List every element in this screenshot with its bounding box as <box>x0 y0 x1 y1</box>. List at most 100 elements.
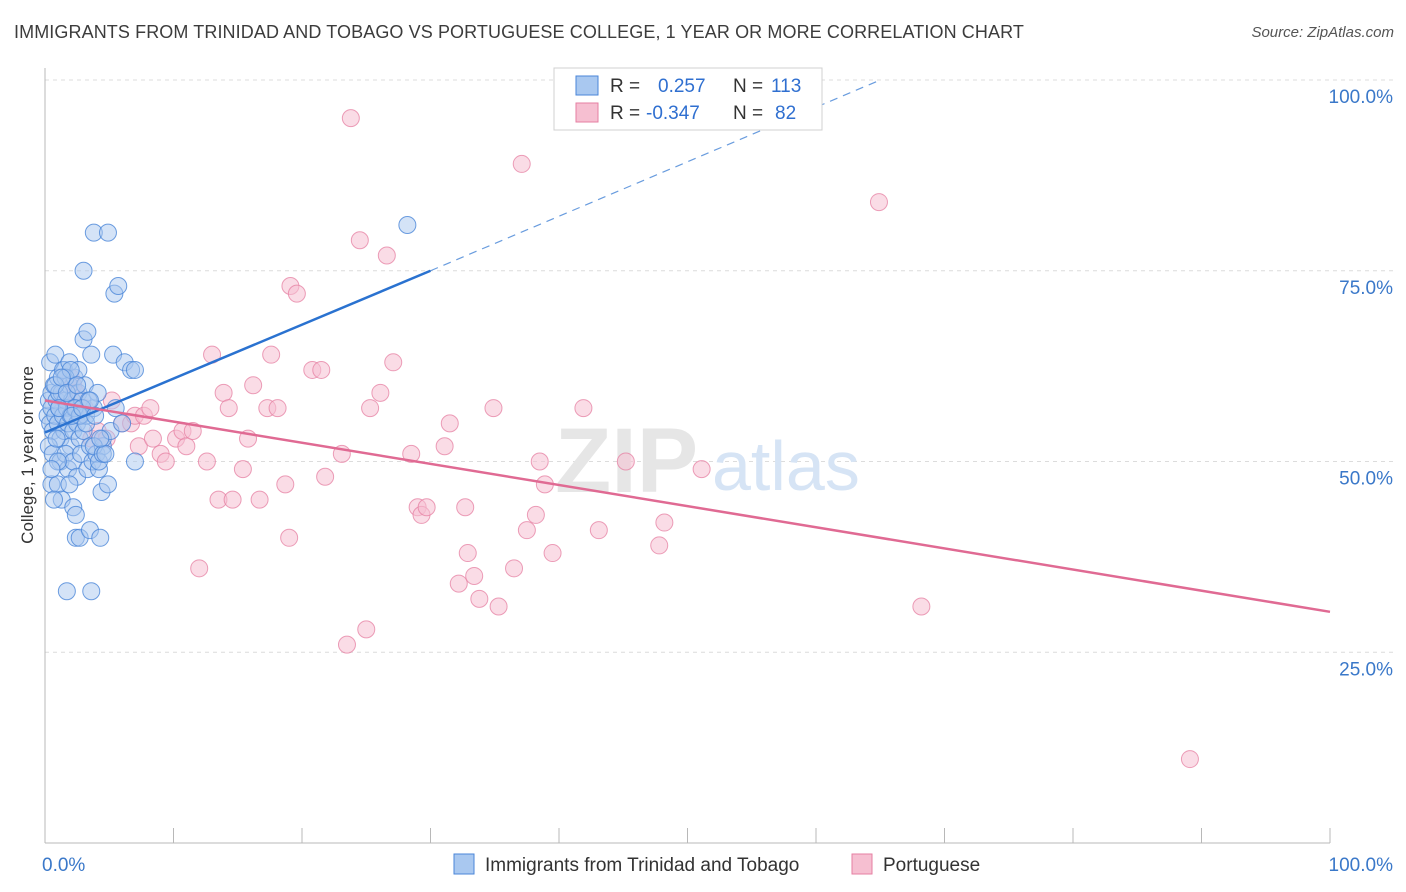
data-point-portuguese <box>357 620 376 639</box>
data-point-portuguese <box>219 399 238 418</box>
data-point-trinidad <box>66 505 85 524</box>
y-axis-label: College, 1 year or more <box>18 366 37 544</box>
data-point-portuguese <box>190 559 209 578</box>
series-trinidad <box>38 215 417 601</box>
data-point-portuguese <box>143 429 162 448</box>
data-point-portuguese <box>417 498 436 517</box>
data-point-portuguese <box>692 460 711 479</box>
data-point-trinidad <box>78 322 97 341</box>
series-legend-swatch-blue <box>453 853 475 875</box>
series-legend-label-blue: Immigrants from Trinidad and Tobago <box>485 855 799 876</box>
data-point-trinidad <box>109 277 128 296</box>
data-point-portuguese <box>341 109 360 128</box>
data-point-portuguese <box>337 635 356 654</box>
data-point-trinidad <box>82 582 101 601</box>
data-point-portuguese <box>440 414 459 433</box>
data-point-portuguese <box>312 360 331 379</box>
data-point-portuguese <box>377 246 396 265</box>
data-point-portuguese <box>912 597 931 616</box>
y-tick-label: 50.0% <box>1339 469 1393 490</box>
data-point-portuguese <box>361 399 380 418</box>
data-point-trinidad <box>96 444 115 463</box>
legend-r-label-2: R = <box>610 103 640 124</box>
legend-swatch-pink <box>575 102 599 123</box>
data-point-portuguese <box>465 566 484 585</box>
series-legend-swatch-pink <box>851 853 873 875</box>
data-point-portuguese <box>512 154 531 173</box>
legend-n-value-2: 82 <box>775 103 796 124</box>
data-point-portuguese <box>456 498 475 517</box>
data-point-trinidad <box>113 414 132 433</box>
trendlines <box>44 79 1331 614</box>
data-point-trinidad <box>125 452 144 471</box>
x-tick-label: 100.0% <box>1329 855 1394 876</box>
data-point-portuguese <box>141 399 160 418</box>
series-portuguese <box>55 109 1199 769</box>
data-point-portuguese <box>458 544 477 563</box>
data-point-trinidad <box>82 345 101 364</box>
data-point-portuguese <box>384 353 403 372</box>
data-point-portuguese <box>517 521 536 540</box>
watermark-atlas: atlas <box>712 427 860 505</box>
data-point-portuguese <box>197 452 216 471</box>
data-point-portuguese <box>435 437 454 456</box>
data-point-portuguese <box>650 536 669 555</box>
data-point-trinidad <box>52 368 71 387</box>
y-tick-label: 25.0% <box>1339 659 1393 680</box>
data-point-portuguese <box>505 559 524 578</box>
data-point-portuguese <box>244 376 263 395</box>
chart-title: IMMIGRANTS FROM TRINIDAD AND TOBAGO VS P… <box>14 22 1024 42</box>
data-point-portuguese <box>449 574 468 593</box>
data-point-portuguese <box>276 475 295 494</box>
data-point-portuguese <box>402 444 421 463</box>
series-legend-label-pink: Portuguese <box>883 855 980 876</box>
data-point-portuguese <box>1180 750 1199 769</box>
series-legend: Immigrants from Trinidad and Tobago Port… <box>453 853 980 876</box>
data-point-portuguese <box>489 597 508 616</box>
legend-r-value-2: -0.347 <box>646 103 700 124</box>
x-tick-label: 0.0% <box>42 855 85 876</box>
data-point-trinidad <box>91 528 110 547</box>
legend-swatch-blue <box>575 75 599 96</box>
data-point-portuguese <box>287 284 306 303</box>
data-point-portuguese <box>233 460 252 479</box>
data-point-trinidad <box>47 429 66 448</box>
data-point-trinidad <box>42 460 61 479</box>
data-point-portuguese <box>574 399 593 418</box>
data-point-portuguese <box>262 345 281 364</box>
data-point-trinidad <box>74 261 93 280</box>
source-label: Source: ZipAtlas.com <box>1251 24 1394 41</box>
data-point-portuguese <box>268 399 287 418</box>
data-point-portuguese <box>371 383 390 402</box>
data-point-trinidad <box>60 475 79 494</box>
data-point-portuguese <box>280 528 299 547</box>
data-point-portuguese <box>223 490 242 509</box>
legend-r-label-1: R = <box>610 76 640 97</box>
data-point-portuguese <box>177 437 196 456</box>
y-tick-label: 100.0% <box>1329 87 1394 108</box>
data-point-portuguese <box>214 383 233 402</box>
data-point-portuguese <box>250 490 269 509</box>
y-tick-label: 75.0% <box>1339 278 1393 299</box>
data-point-trinidad <box>44 490 63 509</box>
data-point-portuguese <box>350 231 369 250</box>
data-point-portuguese <box>543 544 562 563</box>
data-point-portuguese <box>484 399 503 418</box>
data-point-portuguese <box>470 589 489 608</box>
data-point-portuguese <box>156 452 175 471</box>
data-point-portuguese <box>526 505 545 524</box>
data-point-portuguese <box>530 452 549 471</box>
trendline-trinidad <box>44 269 431 434</box>
data-point-portuguese <box>655 513 674 532</box>
legend-n-value-1: 113 <box>771 76 801 97</box>
watermark: ZIP atlas <box>555 410 860 512</box>
data-point-trinidad <box>46 345 65 364</box>
data-point-trinidad <box>68 376 87 395</box>
data-point-trinidad <box>98 223 117 242</box>
data-point-portuguese <box>589 521 608 540</box>
trendline-portuguese <box>44 399 1331 614</box>
tick-labels: 25.0% 50.0% 75.0% 100.0% 0.0% 100.0% <box>42 87 1393 876</box>
legend-r-value-1: 0.257 <box>658 76 706 97</box>
data-point-trinidad <box>57 582 76 601</box>
data-point-trinidad <box>125 360 144 379</box>
